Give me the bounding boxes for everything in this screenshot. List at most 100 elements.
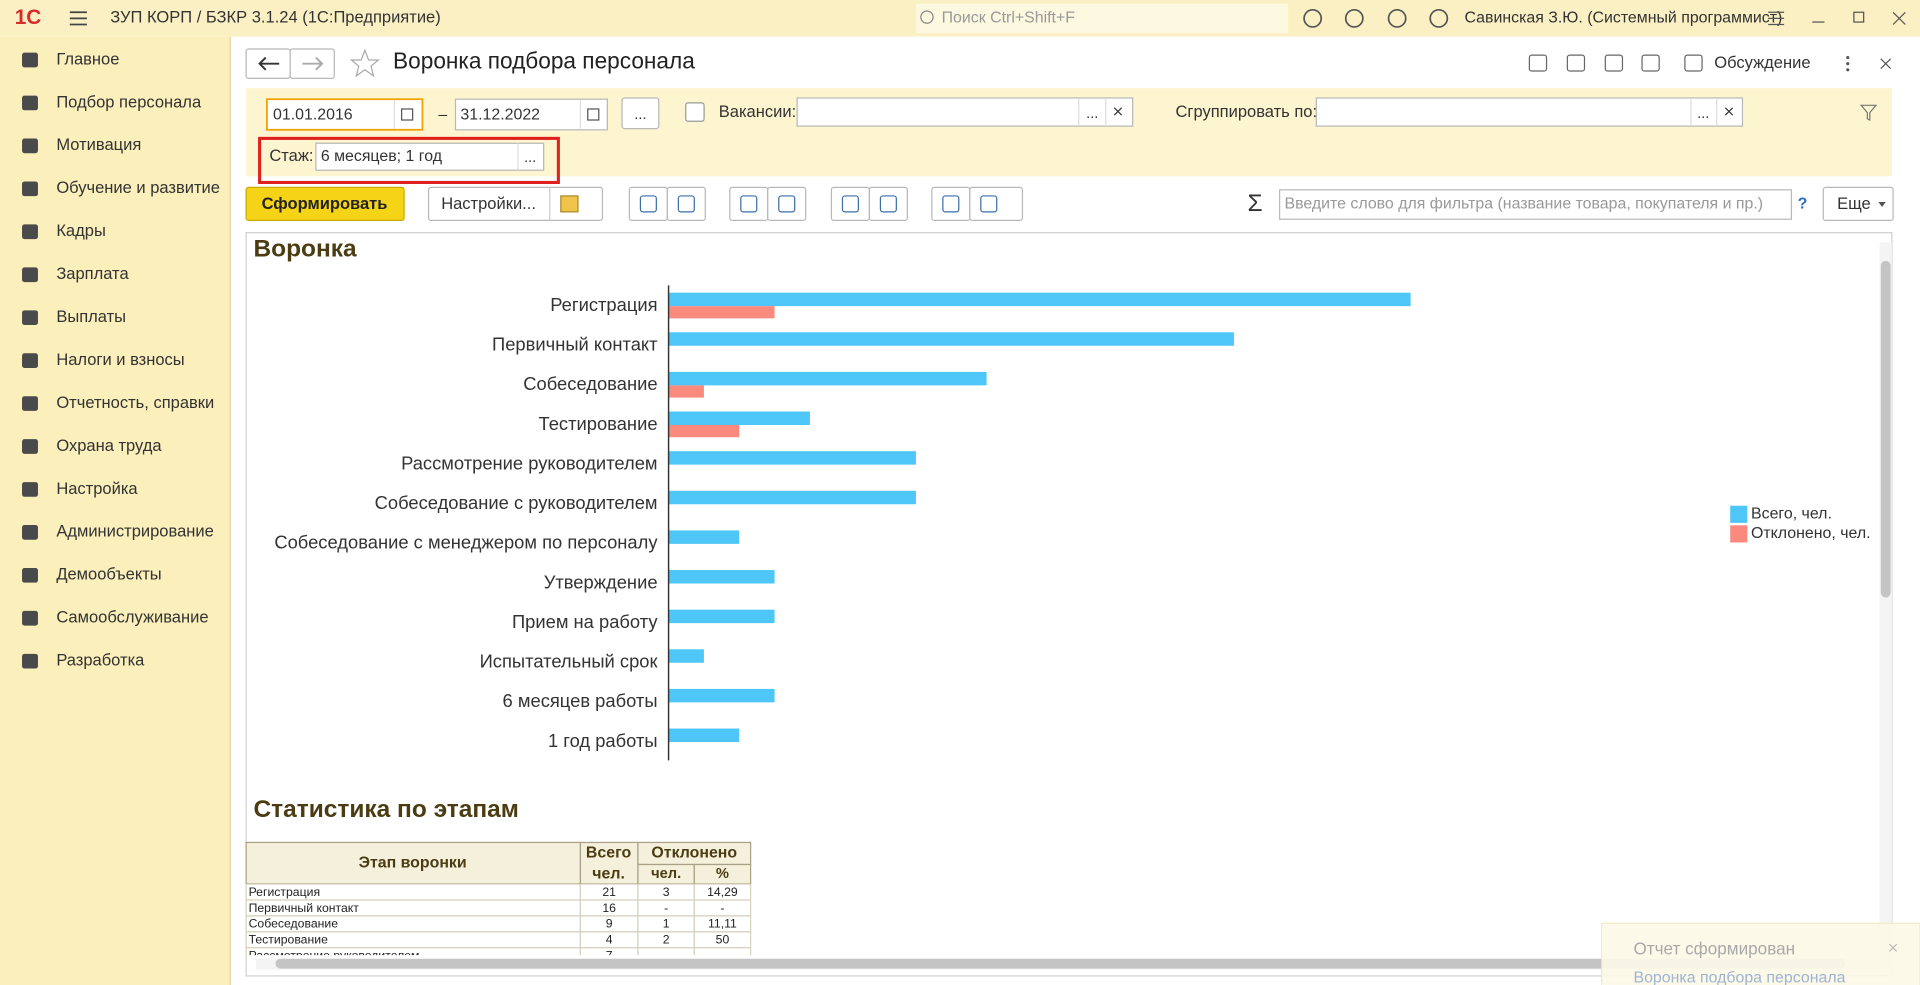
vacancies-select[interactable]: ... bbox=[1086, 106, 1098, 122]
menu-item-icon bbox=[22, 181, 38, 197]
calendar-icon[interactable] bbox=[401, 108, 414, 121]
discussion-link[interactable]: Обсуждение bbox=[1714, 53, 1810, 72]
restore-button[interactable] bbox=[1853, 11, 1865, 23]
toolbar-button[interactable] bbox=[666, 186, 706, 222]
menu-item[interactable]: Охрана труда bbox=[56, 436, 162, 455]
category-label: Испытательный срок bbox=[480, 651, 659, 672]
menu-item[interactable]: Демообъекты bbox=[56, 565, 161, 584]
header-icon[interactable] bbox=[1528, 54, 1548, 72]
header-icon[interactable] bbox=[1684, 54, 1703, 72]
vertical-scroll-thumb[interactable] bbox=[1880, 260, 1891, 598]
settings-button-label[interactable]: Настройки... bbox=[441, 194, 536, 213]
header-icon[interactable] bbox=[1604, 54, 1624, 72]
more-button-label[interactable]: Еще bbox=[1837, 194, 1871, 213]
toolbar-button[interactable] bbox=[767, 186, 807, 222]
header-icon[interactable] bbox=[1641, 54, 1660, 72]
toolbar-icon bbox=[778, 195, 796, 213]
group-by-input[interactable] bbox=[1315, 97, 1744, 127]
help-link[interactable]: ? bbox=[1798, 196, 1808, 213]
menu-item[interactable]: Отчетность, справки bbox=[56, 393, 214, 412]
menu-item[interactable]: Самообслуживание bbox=[56, 608, 208, 627]
notification-link[interactable]: Воронка подбора персонала bbox=[1633, 970, 1845, 985]
horizontal-scroll-thumb[interactable] bbox=[275, 958, 1846, 969]
table-cell bbox=[579, 947, 639, 956]
app-title: ЗУП КОРП / БЗКР 3.1.24 (1С:Предприятие) bbox=[110, 8, 441, 27]
toolbar-icon bbox=[740, 195, 758, 213]
generate-button-label[interactable]: Сформировать bbox=[262, 194, 388, 213]
menu-item-icon bbox=[22, 52, 38, 68]
group-by-select[interactable]: ... bbox=[1697, 106, 1709, 122]
search-box[interactable] bbox=[915, 3, 1289, 34]
more-menu[interactable] bbox=[1846, 68, 1850, 72]
logo: 1С bbox=[15, 6, 42, 29]
bar bbox=[668, 570, 775, 584]
legend-label: Отклонено, чел. bbox=[1751, 525, 1871, 542]
vacancies-checkbox[interactable] bbox=[685, 102, 705, 122]
notification-title[interactable]: Отчет сформирован bbox=[1633, 939, 1795, 959]
sum-button[interactable]: Σ bbox=[1248, 190, 1263, 217]
table-cell-text: Рассмотрение руководителем bbox=[249, 949, 420, 963]
more-menu[interactable] bbox=[1846, 62, 1850, 66]
calendar-icon[interactable] bbox=[587, 108, 600, 121]
bar bbox=[668, 688, 775, 703]
toolbar-button[interactable] bbox=[729, 186, 769, 222]
header-icon[interactable] bbox=[1566, 54, 1586, 72]
menu-item[interactable]: Выплаты bbox=[56, 307, 126, 326]
more-button[interactable] bbox=[1822, 186, 1894, 222]
toolbar-icon[interactable] bbox=[1387, 8, 1407, 28]
favorite-star[interactable] bbox=[349, 48, 381, 78]
report-filter-placeholder[interactable]: Введите слово для фильтра (название това… bbox=[1284, 196, 1763, 213]
report-filter-input[interactable] bbox=[1278, 189, 1793, 220]
notification[interactable] bbox=[1601, 922, 1920, 985]
menu-item-icon bbox=[22, 310, 38, 326]
menu-item[interactable]: Настройка bbox=[56, 479, 138, 498]
menu-item[interactable]: Обучение и развитие bbox=[56, 178, 220, 197]
experience-value[interactable]: 6 месяцев; 1 год bbox=[321, 148, 443, 165]
bar bbox=[668, 609, 775, 624]
menu-item[interactable]: Налоги и взносы bbox=[56, 350, 184, 369]
generate-button[interactable] bbox=[245, 186, 405, 222]
menu-item[interactable]: Кадры bbox=[56, 221, 106, 240]
search-placeholder[interactable]: Поиск Ctrl+Shift+F bbox=[942, 10, 1076, 27]
toolbar-button[interactable] bbox=[931, 186, 971, 222]
menu-item[interactable]: Администрирование bbox=[56, 522, 214, 541]
bar bbox=[668, 332, 1234, 346]
menu-item-icon bbox=[22, 610, 38, 626]
menu-item[interactable]: Подбор персонала bbox=[56, 92, 202, 111]
menu-item[interactable]: Зарплата bbox=[56, 264, 129, 283]
bar bbox=[668, 385, 704, 398]
category-label: Собеседование с руководителем bbox=[375, 492, 658, 513]
toolbar-button[interactable] bbox=[830, 186, 870, 222]
table-cell-text: Регистрация bbox=[249, 885, 321, 899]
bar bbox=[668, 451, 916, 465]
toolbar-icon bbox=[639, 195, 657, 213]
period-button[interactable] bbox=[621, 97, 660, 130]
toolbar-button[interactable] bbox=[628, 186, 668, 222]
settings-button[interactable] bbox=[427, 186, 604, 222]
toolbar-icon bbox=[942, 195, 960, 213]
filter-icon[interactable] bbox=[1859, 104, 1878, 122]
toolbar-icon[interactable] bbox=[1429, 8, 1449, 28]
toolbar-button[interactable] bbox=[868, 186, 908, 222]
period-button-label[interactable]: ... bbox=[634, 107, 646, 123]
more-menu[interactable] bbox=[1846, 55, 1850, 60]
date-to[interactable]: 31.12.2022 bbox=[460, 106, 540, 123]
experience-select[interactable]: ... bbox=[524, 150, 536, 166]
menu-item[interactable]: Мотивация bbox=[56, 135, 141, 154]
bar bbox=[668, 425, 740, 438]
menu-item[interactable]: Главное bbox=[56, 49, 119, 68]
toolbar-icon[interactable] bbox=[1303, 8, 1323, 28]
vacancies-input[interactable] bbox=[796, 97, 1134, 127]
back-arrow bbox=[258, 56, 280, 71]
date-from[interactable]: 01.01.2016 bbox=[273, 106, 353, 123]
form-title: Воронка подбора персонала bbox=[393, 47, 695, 73]
table-cell-text: Собеседование bbox=[249, 917, 339, 931]
experience-input[interactable] bbox=[315, 142, 545, 171]
menu-item[interactable]: Разработка bbox=[56, 651, 145, 670]
user-name[interactable]: Савинская З.Ю. (Системный программист) bbox=[1464, 10, 1782, 27]
toolbar-icon[interactable] bbox=[1344, 8, 1364, 28]
date-to-input[interactable] bbox=[454, 98, 608, 131]
date-from-input[interactable] bbox=[266, 98, 424, 131]
menu-item-icon bbox=[22, 567, 38, 583]
